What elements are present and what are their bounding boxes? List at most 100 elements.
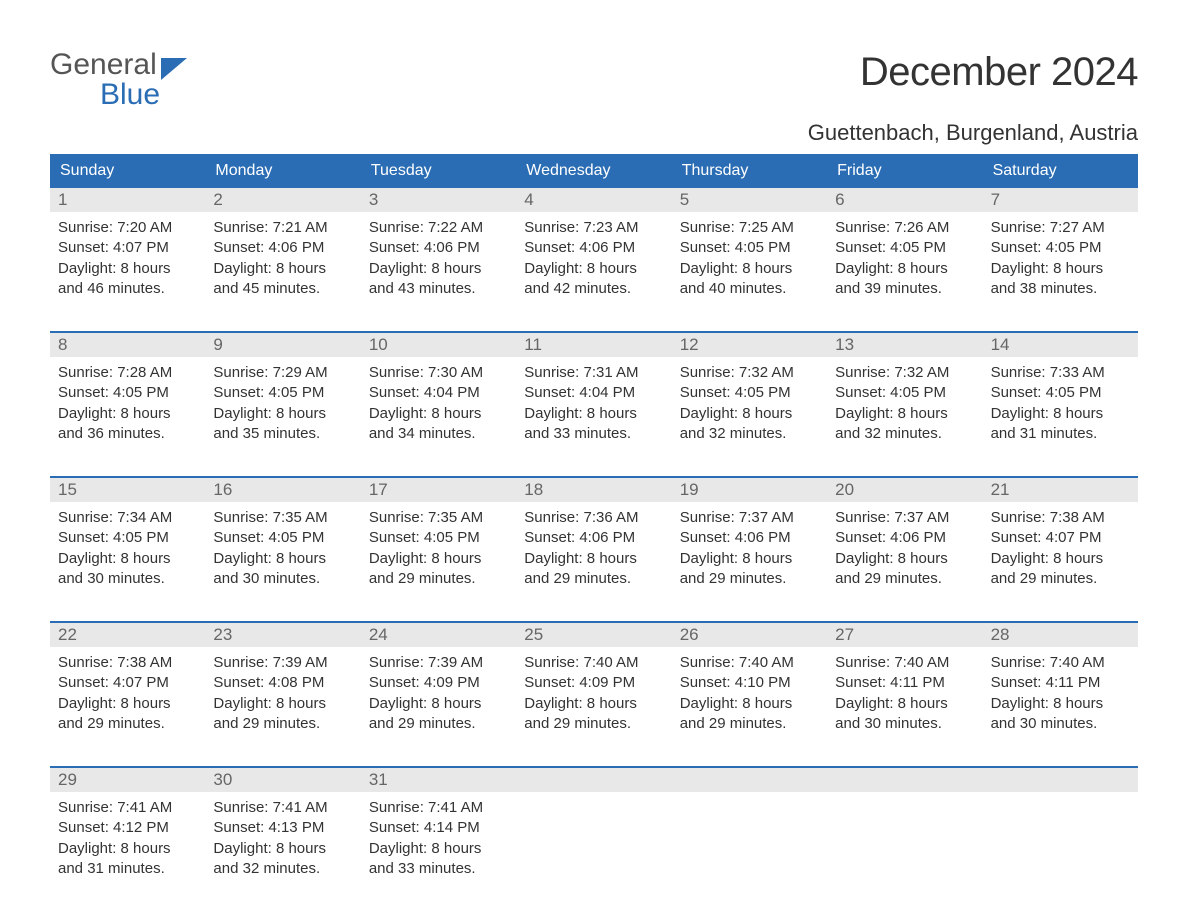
day-number: 26 <box>672 623 827 647</box>
daynum-row: 293031 <box>50 768 1138 792</box>
sunset-line: Sunset: 4:05 PM <box>58 528 197 548</box>
daylight-line-2: and 29 minutes. <box>524 714 663 734</box>
sunset-line: Sunset: 4:05 PM <box>213 528 352 548</box>
day-cell: Sunrise: 7:30 AMSunset: 4:04 PMDaylight:… <box>361 357 516 462</box>
day-cell: Sunrise: 7:23 AMSunset: 4:06 PMDaylight:… <box>516 212 671 317</box>
day-number: 24 <box>361 623 516 647</box>
sunrise-line: Sunrise: 7:20 AM <box>58 218 197 238</box>
sunrise-line: Sunrise: 7:23 AM <box>524 218 663 238</box>
day-number: 31 <box>361 768 516 792</box>
daylight-line-2: and 31 minutes. <box>991 424 1130 444</box>
week-row: 293031Sunrise: 7:41 AMSunset: 4:12 PMDay… <box>50 766 1138 897</box>
daylight-line-1: Daylight: 8 hours <box>524 694 663 714</box>
daylight-line-2: and 40 minutes. <box>680 279 819 299</box>
daylight-line-2: and 29 minutes. <box>213 714 352 734</box>
day-cell: Sunrise: 7:39 AMSunset: 4:09 PMDaylight:… <box>361 647 516 752</box>
daynum-row: 1234567 <box>50 188 1138 212</box>
sunset-line: Sunset: 4:06 PM <box>524 238 663 258</box>
daylight-line-1: Daylight: 8 hours <box>524 404 663 424</box>
day-number <box>672 768 827 792</box>
day-number: 17 <box>361 478 516 502</box>
sunrise-line: Sunrise: 7:22 AM <box>369 218 508 238</box>
sunset-line: Sunset: 4:11 PM <box>835 673 974 693</box>
day-number: 21 <box>983 478 1138 502</box>
daylight-line-1: Daylight: 8 hours <box>58 404 197 424</box>
sunrise-line: Sunrise: 7:33 AM <box>991 363 1130 383</box>
sunrise-line: Sunrise: 7:25 AM <box>680 218 819 238</box>
day-cell: Sunrise: 7:36 AMSunset: 4:06 PMDaylight:… <box>516 502 671 607</box>
daylight-line-1: Daylight: 8 hours <box>213 259 352 279</box>
daylight-line-2: and 29 minutes. <box>680 569 819 589</box>
sunset-line: Sunset: 4:09 PM <box>524 673 663 693</box>
week-row: 15161718192021Sunrise: 7:34 AMSunset: 4:… <box>50 476 1138 607</box>
day-cell: Sunrise: 7:38 AMSunset: 4:07 PMDaylight:… <box>983 502 1138 607</box>
sunrise-line: Sunrise: 7:41 AM <box>213 798 352 818</box>
dow-monday: Monday <box>205 154 360 188</box>
sunrise-line: Sunrise: 7:40 AM <box>680 653 819 673</box>
day-cell: Sunrise: 7:20 AMSunset: 4:07 PMDaylight:… <box>50 212 205 317</box>
daylight-line-2: and 30 minutes. <box>991 714 1130 734</box>
day-cell: Sunrise: 7:32 AMSunset: 4:05 PMDaylight:… <box>672 357 827 462</box>
sunset-line: Sunset: 4:07 PM <box>991 528 1130 548</box>
daylight-line-1: Daylight: 8 hours <box>524 259 663 279</box>
dow-saturday: Saturday <box>983 154 1138 188</box>
daylight-line-2: and 29 minutes. <box>369 714 508 734</box>
day-cell: Sunrise: 7:37 AMSunset: 4:06 PMDaylight:… <box>827 502 982 607</box>
day-number <box>827 768 982 792</box>
day-cell: Sunrise: 7:21 AMSunset: 4:06 PMDaylight:… <box>205 212 360 317</box>
daylight-line-2: and 29 minutes. <box>58 714 197 734</box>
day-number: 11 <box>516 333 671 357</box>
daylight-line-1: Daylight: 8 hours <box>524 549 663 569</box>
week-row: 891011121314Sunrise: 7:28 AMSunset: 4:05… <box>50 331 1138 462</box>
daylight-line-1: Daylight: 8 hours <box>369 839 508 859</box>
daylight-line-1: Daylight: 8 hours <box>835 404 974 424</box>
sunrise-line: Sunrise: 7:37 AM <box>835 508 974 528</box>
day-number: 20 <box>827 478 982 502</box>
day-number: 18 <box>516 478 671 502</box>
day-number: 13 <box>827 333 982 357</box>
sunrise-line: Sunrise: 7:35 AM <box>369 508 508 528</box>
day-cell <box>516 792 671 897</box>
sunrise-line: Sunrise: 7:34 AM <box>58 508 197 528</box>
daylight-line-2: and 38 minutes. <box>991 279 1130 299</box>
daylight-line-2: and 33 minutes. <box>369 859 508 879</box>
daylight-line-1: Daylight: 8 hours <box>213 694 352 714</box>
header: General Blue December 2024 <box>50 50 1138 110</box>
sunrise-line: Sunrise: 7:40 AM <box>991 653 1130 673</box>
daylight-line-2: and 34 minutes. <box>369 424 508 444</box>
daylight-line-1: Daylight: 8 hours <box>680 404 819 424</box>
sunset-line: Sunset: 4:05 PM <box>680 238 819 258</box>
sunset-line: Sunset: 4:05 PM <box>835 238 974 258</box>
day-cell: Sunrise: 7:26 AMSunset: 4:05 PMDaylight:… <box>827 212 982 317</box>
sunset-line: Sunset: 4:05 PM <box>58 383 197 403</box>
sunset-line: Sunset: 4:07 PM <box>58 673 197 693</box>
sunrise-line: Sunrise: 7:26 AM <box>835 218 974 238</box>
sunrise-line: Sunrise: 7:38 AM <box>58 653 197 673</box>
daylight-line-2: and 31 minutes. <box>58 859 197 879</box>
daylight-line-2: and 32 minutes. <box>213 859 352 879</box>
month-title: December 2024 <box>860 50 1138 95</box>
daylight-line-1: Daylight: 8 hours <box>680 259 819 279</box>
day-number: 14 <box>983 333 1138 357</box>
day-number: 25 <box>516 623 671 647</box>
calendar: Sunday Monday Tuesday Wednesday Thursday… <box>50 154 1138 897</box>
daylight-line-1: Daylight: 8 hours <box>213 549 352 569</box>
daylight-line-1: Daylight: 8 hours <box>58 549 197 569</box>
day-number: 5 <box>672 188 827 212</box>
daylight-line-1: Daylight: 8 hours <box>991 259 1130 279</box>
day-number: 16 <box>205 478 360 502</box>
week-row: 1234567Sunrise: 7:20 AMSunset: 4:07 PMDa… <box>50 188 1138 317</box>
day-cell: Sunrise: 7:40 AMSunset: 4:10 PMDaylight:… <box>672 647 827 752</box>
sunrise-line: Sunrise: 7:38 AM <box>991 508 1130 528</box>
day-number: 2 <box>205 188 360 212</box>
day-cell: Sunrise: 7:25 AMSunset: 4:05 PMDaylight:… <box>672 212 827 317</box>
daylight-line-2: and 32 minutes. <box>680 424 819 444</box>
sunrise-line: Sunrise: 7:21 AM <box>213 218 352 238</box>
day-number: 7 <box>983 188 1138 212</box>
day-cell: Sunrise: 7:37 AMSunset: 4:06 PMDaylight:… <box>672 502 827 607</box>
daylight-line-1: Daylight: 8 hours <box>991 549 1130 569</box>
sunset-line: Sunset: 4:06 PM <box>524 528 663 548</box>
sunset-line: Sunset: 4:11 PM <box>991 673 1130 693</box>
daynum-row: 891011121314 <box>50 333 1138 357</box>
day-number: 28 <box>983 623 1138 647</box>
